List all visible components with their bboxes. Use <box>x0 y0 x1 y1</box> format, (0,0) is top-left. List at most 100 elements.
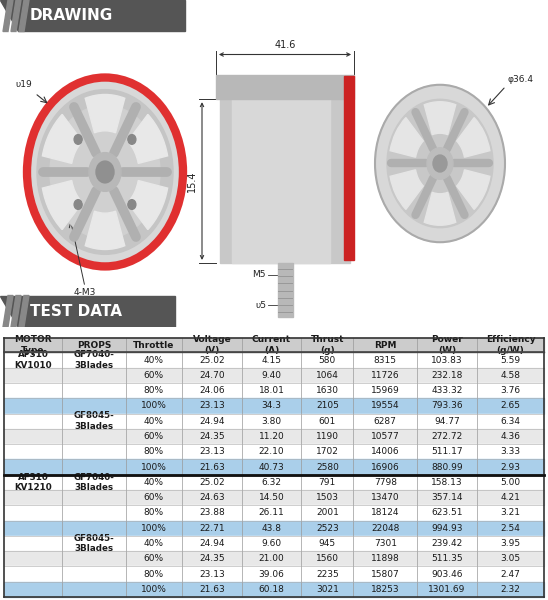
Text: 22048: 22048 <box>371 524 399 533</box>
Text: 23.13: 23.13 <box>199 569 225 578</box>
Text: 4.36: 4.36 <box>500 432 521 441</box>
Wedge shape <box>456 118 490 157</box>
Text: 3.21: 3.21 <box>500 508 521 517</box>
Text: 3.80: 3.80 <box>261 416 282 425</box>
Wedge shape <box>42 115 82 163</box>
Text: 511.17: 511.17 <box>431 447 463 456</box>
Text: 232.18: 232.18 <box>431 371 463 380</box>
Text: 22.71: 22.71 <box>199 524 225 533</box>
Bar <box>4 582 544 597</box>
Text: 15807: 15807 <box>371 569 399 578</box>
Text: 3.33: 3.33 <box>500 447 521 456</box>
Polygon shape <box>216 75 354 100</box>
Text: 24.35: 24.35 <box>199 432 225 441</box>
Wedge shape <box>85 94 125 133</box>
Text: 3.05: 3.05 <box>500 554 521 563</box>
Text: 4.58: 4.58 <box>500 371 521 380</box>
Text: 903.46: 903.46 <box>431 569 463 578</box>
Wedge shape <box>42 181 82 230</box>
Text: 24.06: 24.06 <box>199 386 225 395</box>
Text: 34.3: 34.3 <box>261 401 282 410</box>
Text: 6287: 6287 <box>374 416 397 425</box>
Text: 80%: 80% <box>144 508 164 517</box>
Text: RPM: RPM <box>374 341 397 350</box>
Text: 2580: 2580 <box>316 463 339 472</box>
Text: 14.50: 14.50 <box>259 493 284 502</box>
Text: 7798: 7798 <box>374 478 397 487</box>
Wedge shape <box>128 181 168 230</box>
Text: 26.11: 26.11 <box>259 508 284 517</box>
Circle shape <box>74 134 82 144</box>
Bar <box>4 505 544 521</box>
Bar <box>4 398 544 413</box>
Polygon shape <box>19 0 29 31</box>
Wedge shape <box>85 211 125 250</box>
Text: 40%: 40% <box>144 478 164 487</box>
Text: 40%: 40% <box>144 416 164 425</box>
Text: 100%: 100% <box>141 585 167 594</box>
Polygon shape <box>0 0 185 31</box>
Text: Voltage
(V): Voltage (V) <box>192 335 231 355</box>
Bar <box>4 338 544 352</box>
Circle shape <box>74 200 82 209</box>
Text: υ19: υ19 <box>15 80 32 89</box>
Text: 1560: 1560 <box>316 554 339 563</box>
Text: 7301: 7301 <box>374 539 397 548</box>
Text: 10577: 10577 <box>371 432 399 441</box>
Text: 80%: 80% <box>144 447 164 456</box>
Bar <box>4 566 544 582</box>
Polygon shape <box>3 0 13 31</box>
Text: 24.35: 24.35 <box>199 554 225 563</box>
Text: 511.35: 511.35 <box>431 554 463 563</box>
Text: 21.63: 21.63 <box>199 585 225 594</box>
Wedge shape <box>128 115 168 163</box>
Text: 601: 601 <box>319 416 336 425</box>
Text: 272.72: 272.72 <box>431 432 463 441</box>
Bar <box>4 413 544 429</box>
Text: 18.01: 18.01 <box>259 386 284 395</box>
Circle shape <box>433 155 447 172</box>
Bar <box>4 368 544 383</box>
Text: M5: M5 <box>253 271 266 280</box>
Text: AF310
KV1210: AF310 KV1210 <box>14 473 52 492</box>
Bar <box>4 444 544 460</box>
Text: 2523: 2523 <box>316 524 339 533</box>
Circle shape <box>27 77 183 266</box>
Text: 80%: 80% <box>144 386 164 395</box>
Text: 2.54: 2.54 <box>500 524 521 533</box>
Circle shape <box>387 100 493 227</box>
Polygon shape <box>220 81 350 263</box>
Text: 1301.69: 1301.69 <box>429 585 466 594</box>
Wedge shape <box>456 170 490 209</box>
Text: 40.73: 40.73 <box>259 463 284 472</box>
Text: 23.88: 23.88 <box>199 508 225 517</box>
Polygon shape <box>344 76 354 260</box>
Text: 6.32: 6.32 <box>261 478 282 487</box>
Bar <box>4 551 544 566</box>
Text: 945: 945 <box>319 539 336 548</box>
Text: 14006: 14006 <box>371 447 399 456</box>
Text: 1702: 1702 <box>316 447 339 456</box>
Text: 158.13: 158.13 <box>431 478 463 487</box>
Text: 23.13: 23.13 <box>199 401 225 410</box>
Text: 23.13: 23.13 <box>199 447 225 456</box>
Circle shape <box>50 106 160 239</box>
Wedge shape <box>390 118 423 157</box>
Text: 60%: 60% <box>144 554 164 563</box>
Text: 9.40: 9.40 <box>261 371 282 380</box>
Text: Power
(W): Power (W) <box>431 335 463 355</box>
Text: 11726: 11726 <box>371 371 399 380</box>
Text: 24.94: 24.94 <box>199 539 225 548</box>
Text: 880.99: 880.99 <box>431 463 463 472</box>
Text: 60%: 60% <box>144 371 164 380</box>
Text: 94.77: 94.77 <box>434 416 460 425</box>
Text: 4-M3: 4-M3 <box>74 288 96 297</box>
Text: GF7040-
3Blades: GF7040- 3Blades <box>73 350 115 370</box>
Polygon shape <box>11 296 21 327</box>
Polygon shape <box>11 0 21 31</box>
Text: 11898: 11898 <box>371 554 399 563</box>
Text: 357.14: 357.14 <box>431 493 463 502</box>
Text: 5.59: 5.59 <box>500 356 521 365</box>
Text: 40%: 40% <box>144 539 164 548</box>
Text: 2.47: 2.47 <box>500 569 521 578</box>
